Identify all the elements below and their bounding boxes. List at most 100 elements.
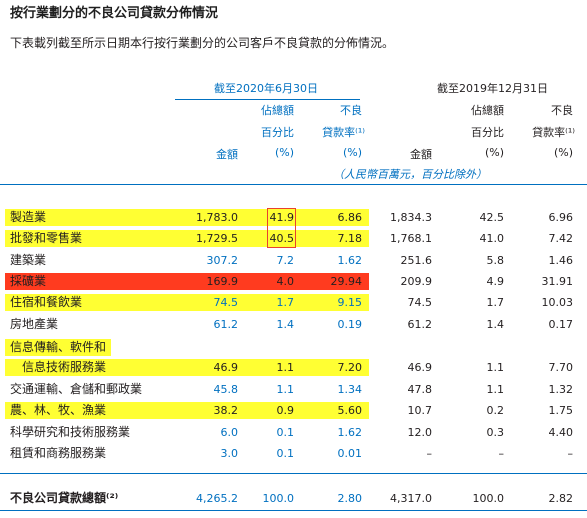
row-cell: 209.9 bbox=[400, 275, 433, 288]
row-cell: 0.1 bbox=[276, 447, 295, 460]
pct-header-2020-l2: 百分比 bbox=[261, 126, 294, 139]
total-cell: 2.80 bbox=[337, 492, 363, 505]
row-cell: 1.62 bbox=[337, 254, 363, 267]
row-cell: 41.9 bbox=[269, 211, 295, 224]
row-cell: 1.1 bbox=[276, 361, 295, 374]
row-cell: 5.8 bbox=[486, 254, 505, 267]
npl-header-2019-l1: 不良 bbox=[551, 104, 573, 117]
row-cell: 3.0 bbox=[220, 447, 239, 460]
total-cell: 100.0 bbox=[262, 492, 295, 505]
row-cell: 0.19 bbox=[337, 318, 363, 331]
row-cell: 7.18 bbox=[337, 232, 363, 245]
row-cell: 1.34 bbox=[337, 383, 363, 396]
row-cell: 31.91 bbox=[541, 275, 574, 288]
row-cell: 6.86 bbox=[337, 211, 363, 224]
npl-unit-2020: (%) bbox=[342, 146, 362, 159]
row-cell: 4.9 bbox=[486, 275, 505, 288]
unit-note: （人民幣百萬元，百分比除外） bbox=[333, 168, 487, 181]
row-cell: 5.60 bbox=[337, 404, 363, 417]
row-cell: 46.9 bbox=[407, 361, 433, 374]
pct-unit-2020: (%) bbox=[274, 146, 294, 159]
npl-unit-2019: (%) bbox=[553, 146, 573, 159]
pct-highlight-box bbox=[267, 208, 296, 248]
row-label: 建築業 bbox=[10, 253, 47, 267]
row-label: 批發和零售業 bbox=[10, 231, 83, 245]
row-label: 租賃和商務服務業 bbox=[10, 446, 107, 460]
npl-header-2019-l2: 貸款率⁽¹⁾ bbox=[532, 126, 575, 139]
row-label-cont: 信息技術服務業 bbox=[22, 360, 107, 374]
period-2020-rule bbox=[175, 99, 360, 100]
row-cell: 42.5 bbox=[479, 211, 505, 224]
row-cell: 1.1 bbox=[486, 383, 505, 396]
row-label: 房地產業 bbox=[10, 317, 59, 331]
highlight-mining bbox=[5, 273, 369, 290]
row-cell: 1.4 bbox=[276, 318, 295, 331]
row-cell: 1.46 bbox=[548, 254, 574, 267]
row-cell: 7.70 bbox=[548, 361, 574, 374]
total-cell: 4,265.2 bbox=[196, 492, 238, 505]
amount-header-2020: 金額 bbox=[216, 148, 238, 161]
row-cell: 1.32 bbox=[548, 383, 574, 396]
highlight-manufacturing bbox=[5, 209, 369, 226]
row-cell: 1,768.1 bbox=[390, 232, 432, 245]
highlight-agriculture bbox=[5, 402, 369, 419]
row-label: 交通運輸、倉儲和郵政業 bbox=[10, 382, 143, 396]
highlight-it-line1 bbox=[5, 339, 111, 356]
row-cell: 1.7 bbox=[486, 296, 505, 309]
row-cell: 74.5 bbox=[407, 296, 433, 309]
row-cell: 0.1 bbox=[276, 426, 295, 439]
row-cell: 1.62 bbox=[337, 426, 363, 439]
page-subtitle: 下表載列截至所示日期本行按行業劃分的公司客戶不良貸款的分佈情況。 bbox=[10, 36, 395, 50]
row-cell: 1.1 bbox=[486, 361, 505, 374]
row-cell: – bbox=[498, 447, 505, 460]
row-cell: 1,834.3 bbox=[390, 211, 432, 224]
row-cell: 10.7 bbox=[407, 404, 433, 417]
row-cell: 40.5 bbox=[269, 232, 295, 245]
row-cell: 1.75 bbox=[548, 404, 574, 417]
amount-header-2019: 金額 bbox=[410, 148, 432, 161]
row-label: 住宿和餐飲業 bbox=[10, 295, 83, 309]
row-cell: 1,783.0 bbox=[196, 211, 238, 224]
total-cell: 4,317.0 bbox=[390, 492, 432, 505]
row-cell: 6.0 bbox=[220, 426, 239, 439]
row-cell: 0.9 bbox=[276, 404, 295, 417]
row-label: 信息傳輸、軟件和 bbox=[10, 340, 107, 354]
row-cell: 61.2 bbox=[213, 318, 239, 331]
row-cell: 1,729.5 bbox=[196, 232, 238, 245]
row-label: 科學研究和技術服務業 bbox=[10, 425, 131, 439]
row-cell: 0.2 bbox=[486, 404, 505, 417]
pct-header-2019-l2: 百分比 bbox=[471, 126, 504, 139]
header-divider bbox=[0, 184, 587, 185]
pct-header-2019-l1: 佔總額 bbox=[471, 104, 504, 117]
npl-header-2020-l2: 貸款率⁽¹⁾ bbox=[322, 126, 365, 139]
row-cell: 29.94 bbox=[330, 275, 363, 288]
pct-header-2020-l1: 佔總額 bbox=[261, 104, 294, 117]
row-cell: 0.17 bbox=[548, 318, 574, 331]
row-cell: 46.9 bbox=[213, 361, 239, 374]
row-label: 製造業 bbox=[10, 210, 47, 224]
row-cell: – bbox=[567, 447, 574, 460]
row-cell: 7.2 bbox=[276, 254, 295, 267]
row-cell: 7.42 bbox=[548, 232, 574, 245]
row-cell: 1.7 bbox=[276, 296, 295, 309]
row-cell: 45.8 bbox=[213, 383, 239, 396]
row-cell: 307.2 bbox=[206, 254, 239, 267]
total-cell: 100.0 bbox=[472, 492, 505, 505]
period-2019-header: 截至2019年12月31日 bbox=[437, 82, 548, 95]
row-cell: 1.1 bbox=[276, 383, 295, 396]
page-title: 按行業劃分的不良公司貸款分佈情況 bbox=[10, 6, 219, 21]
highlight-it-line2 bbox=[5, 359, 369, 376]
row-cell: 4.0 bbox=[276, 275, 295, 288]
row-cell: 1.4 bbox=[486, 318, 505, 331]
highlight-wholesale bbox=[5, 230, 369, 247]
row-cell: 41.0 bbox=[479, 232, 505, 245]
row-label: 農、林、牧、漁業 bbox=[10, 403, 107, 417]
row-cell: 169.9 bbox=[206, 275, 239, 288]
row-cell: 61.2 bbox=[407, 318, 433, 331]
row-cell: 251.6 bbox=[400, 254, 433, 267]
row-cell: 47.8 bbox=[407, 383, 433, 396]
row-cell: 38.2 bbox=[213, 404, 239, 417]
row-cell: 0.3 bbox=[486, 426, 505, 439]
row-cell: – bbox=[426, 447, 433, 460]
row-cell: 9.15 bbox=[337, 296, 363, 309]
